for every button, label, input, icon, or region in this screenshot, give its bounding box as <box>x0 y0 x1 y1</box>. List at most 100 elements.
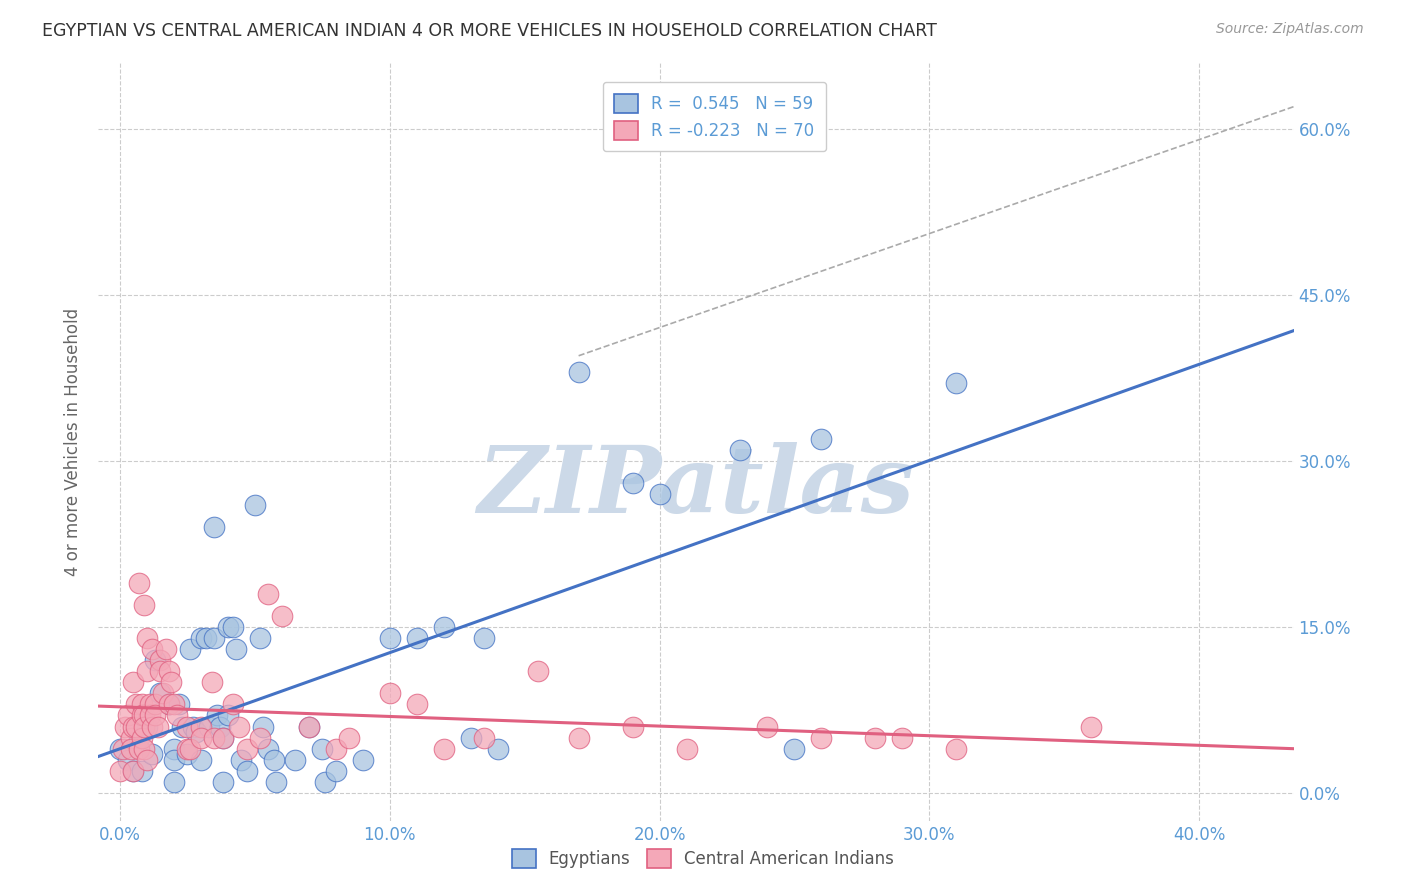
Point <box>136 664 159 678</box>
Point <box>131 708 153 723</box>
Point <box>170 720 193 734</box>
Point <box>138 708 160 723</box>
Point <box>166 708 188 723</box>
Point <box>131 731 153 745</box>
Point <box>176 741 198 756</box>
Point <box>157 698 180 712</box>
Point <box>270 608 292 623</box>
Point <box>472 731 495 745</box>
Point <box>201 675 224 690</box>
Point <box>945 376 967 391</box>
Point <box>527 664 550 678</box>
Point <box>865 731 887 745</box>
Point <box>405 631 427 645</box>
Point <box>134 708 156 723</box>
Point <box>204 731 226 745</box>
Point <box>891 731 914 745</box>
Point <box>157 698 180 712</box>
Point <box>128 731 150 745</box>
Point <box>190 731 212 745</box>
Point <box>648 487 671 501</box>
Point <box>149 664 172 678</box>
Point <box>176 720 198 734</box>
Point <box>783 741 806 756</box>
Point <box>284 753 307 767</box>
Point <box>136 753 159 767</box>
Point <box>208 720 231 734</box>
Point <box>810 432 832 446</box>
Point <box>117 708 139 723</box>
Point <box>675 741 697 756</box>
Point <box>157 664 180 678</box>
Point <box>146 720 169 734</box>
Point <box>160 675 183 690</box>
Point <box>568 365 591 379</box>
Text: Source: ZipAtlas.com: Source: ZipAtlas.com <box>1216 22 1364 37</box>
Point <box>143 708 166 723</box>
Point <box>378 631 401 645</box>
Point <box>190 720 212 734</box>
Point <box>141 720 163 734</box>
Point <box>217 620 239 634</box>
Point <box>134 598 156 612</box>
Point <box>163 698 186 712</box>
Point <box>128 741 150 756</box>
Point <box>222 620 245 634</box>
Point <box>621 476 644 491</box>
Point <box>568 731 591 745</box>
Point <box>325 764 347 778</box>
Point <box>131 698 153 712</box>
Point <box>120 731 142 745</box>
Point <box>179 642 201 657</box>
Point <box>243 498 266 512</box>
Point <box>405 698 427 712</box>
Point <box>138 698 160 712</box>
Point <box>298 720 321 734</box>
Point <box>181 720 204 734</box>
Point <box>433 620 456 634</box>
Point <box>249 731 271 745</box>
Point <box>149 686 172 700</box>
Point <box>163 741 186 756</box>
Y-axis label: 4 or more Vehicles in Household: 4 or more Vehicles in Household <box>65 308 83 575</box>
Point <box>143 698 166 712</box>
Point <box>810 731 832 745</box>
Point <box>211 775 233 789</box>
Point <box>311 741 333 756</box>
Point <box>169 698 191 712</box>
Point <box>472 631 495 645</box>
Point <box>211 731 233 745</box>
Point <box>205 708 228 723</box>
Point <box>149 653 172 667</box>
Point <box>122 764 145 778</box>
Point <box>433 741 456 756</box>
Point <box>257 587 280 601</box>
Point <box>111 741 134 756</box>
Point <box>460 731 482 745</box>
Point <box>195 631 218 645</box>
Point <box>228 720 250 734</box>
Point <box>134 720 156 734</box>
Point <box>136 631 159 645</box>
Point <box>114 720 136 734</box>
Point <box>141 747 163 762</box>
Point <box>217 708 239 723</box>
Point <box>231 753 253 767</box>
Point <box>125 720 148 734</box>
Point <box>117 753 139 767</box>
Point <box>136 720 159 734</box>
Text: EGYPTIAN VS CENTRAL AMERICAN INDIAN 4 OR MORE VEHICLES IN HOUSEHOLD CORRELATION : EGYPTIAN VS CENTRAL AMERICAN INDIAN 4 OR… <box>42 22 936 40</box>
Point <box>325 741 347 756</box>
Point <box>122 764 145 778</box>
Point <box>204 631 226 645</box>
Point <box>122 720 145 734</box>
Point <box>1080 720 1102 734</box>
Point <box>756 720 779 734</box>
Point <box>128 575 150 590</box>
Point <box>352 753 374 767</box>
Point <box>108 764 131 778</box>
Point <box>314 775 336 789</box>
Text: ZIPatlas: ZIPatlas <box>478 442 914 532</box>
Point <box>236 764 259 778</box>
Point <box>108 741 131 756</box>
